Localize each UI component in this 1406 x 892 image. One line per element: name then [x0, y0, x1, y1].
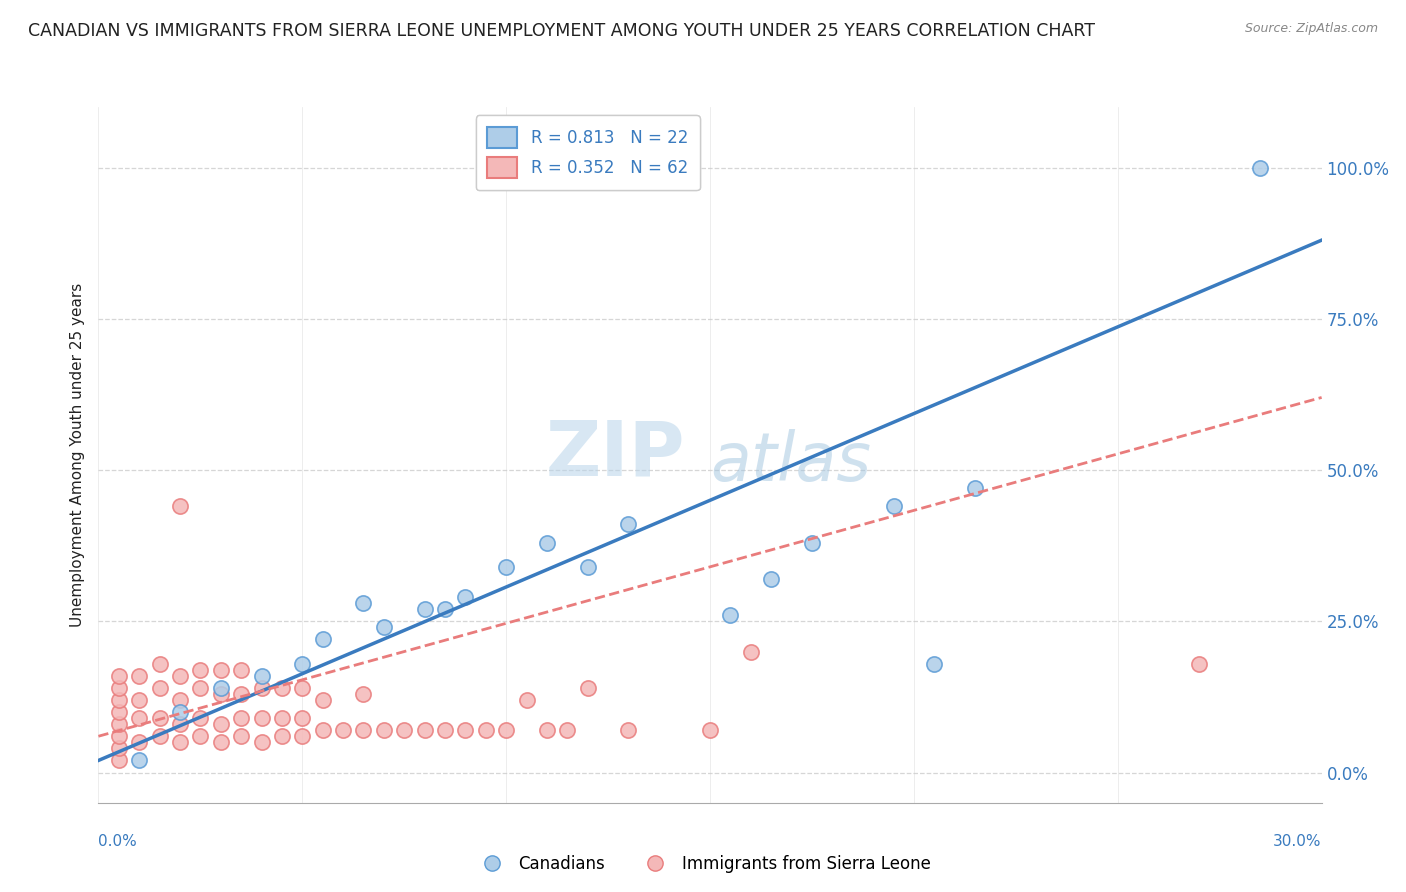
Point: [312, 723, 335, 738]
Point: [270, 729, 294, 743]
Point: [883, 500, 905, 514]
Point: [761, 572, 783, 586]
Point: [352, 687, 374, 701]
Legend: Canadians, Immigrants from Sierra Leone: Canadians, Immigrants from Sierra Leone: [468, 848, 938, 880]
Point: [413, 602, 436, 616]
Point: [250, 669, 273, 683]
Point: [231, 711, 253, 725]
Point: [169, 669, 191, 683]
Point: [128, 754, 150, 768]
Text: CANADIAN VS IMMIGRANTS FROM SIERRA LEONE UNEMPLOYMENT AMONG YOUTH UNDER 25 YEARS: CANADIAN VS IMMIGRANTS FROM SIERRA LEONE…: [28, 22, 1095, 40]
Point: [149, 681, 172, 695]
Point: [413, 723, 436, 738]
Point: [128, 669, 150, 683]
Point: [108, 741, 131, 756]
Point: [108, 705, 131, 719]
Text: Source: ZipAtlas.com: Source: ZipAtlas.com: [1244, 22, 1378, 36]
Point: [291, 681, 314, 695]
Point: [576, 681, 599, 695]
Point: [209, 681, 232, 695]
Point: [495, 559, 517, 574]
Point: [312, 632, 335, 647]
Point: [149, 711, 172, 725]
Point: [555, 723, 579, 738]
Point: [454, 723, 477, 738]
Point: [495, 723, 517, 738]
Point: [536, 723, 558, 738]
Point: [108, 669, 131, 683]
Point: [188, 663, 212, 677]
Point: [922, 657, 945, 671]
Point: [1188, 657, 1211, 671]
Y-axis label: Unemployment Among Youth under 25 years: Unemployment Among Youth under 25 years: [69, 283, 84, 627]
Point: [392, 723, 416, 738]
Point: [169, 693, 191, 707]
Point: [617, 517, 640, 532]
Point: [128, 711, 150, 725]
Point: [188, 729, 212, 743]
Point: [965, 481, 987, 495]
Point: [250, 711, 273, 725]
Point: [231, 687, 253, 701]
Text: 0.0%: 0.0%: [98, 834, 138, 849]
Point: [108, 717, 131, 731]
Point: [312, 693, 335, 707]
Point: [250, 681, 273, 695]
Point: [149, 729, 172, 743]
Point: [434, 602, 457, 616]
Point: [169, 717, 191, 731]
Point: [1249, 161, 1271, 175]
Legend: R = 0.813   N = 22, R = 0.352   N = 62: R = 0.813 N = 22, R = 0.352 N = 62: [475, 115, 700, 190]
Point: [740, 644, 762, 658]
Point: [128, 693, 150, 707]
Point: [209, 687, 232, 701]
Point: [108, 754, 131, 768]
Point: [434, 723, 457, 738]
Point: [250, 735, 273, 749]
Text: ZIP: ZIP: [546, 418, 686, 491]
Point: [699, 723, 721, 738]
Point: [108, 693, 131, 707]
Point: [169, 705, 191, 719]
Point: [454, 590, 477, 604]
Point: [169, 500, 191, 514]
Point: [270, 681, 294, 695]
Point: [617, 723, 640, 738]
Text: 30.0%: 30.0%: [1274, 834, 1322, 849]
Point: [291, 657, 314, 671]
Point: [231, 729, 253, 743]
Point: [209, 735, 232, 749]
Point: [291, 729, 314, 743]
Point: [352, 596, 374, 610]
Point: [291, 711, 314, 725]
Point: [149, 657, 172, 671]
Point: [516, 693, 538, 707]
Point: [576, 559, 599, 574]
Point: [718, 608, 742, 623]
Point: [270, 711, 294, 725]
Point: [209, 717, 232, 731]
Point: [332, 723, 354, 738]
Point: [188, 681, 212, 695]
Point: [231, 663, 253, 677]
Point: [801, 535, 824, 549]
Point: [128, 735, 150, 749]
Text: atlas: atlas: [710, 429, 872, 495]
Point: [108, 681, 131, 695]
Point: [352, 723, 374, 738]
Point: [373, 723, 395, 738]
Point: [169, 735, 191, 749]
Point: [188, 711, 212, 725]
Point: [209, 663, 232, 677]
Point: [474, 723, 498, 738]
Point: [373, 620, 395, 634]
Point: [536, 535, 558, 549]
Point: [108, 729, 131, 743]
